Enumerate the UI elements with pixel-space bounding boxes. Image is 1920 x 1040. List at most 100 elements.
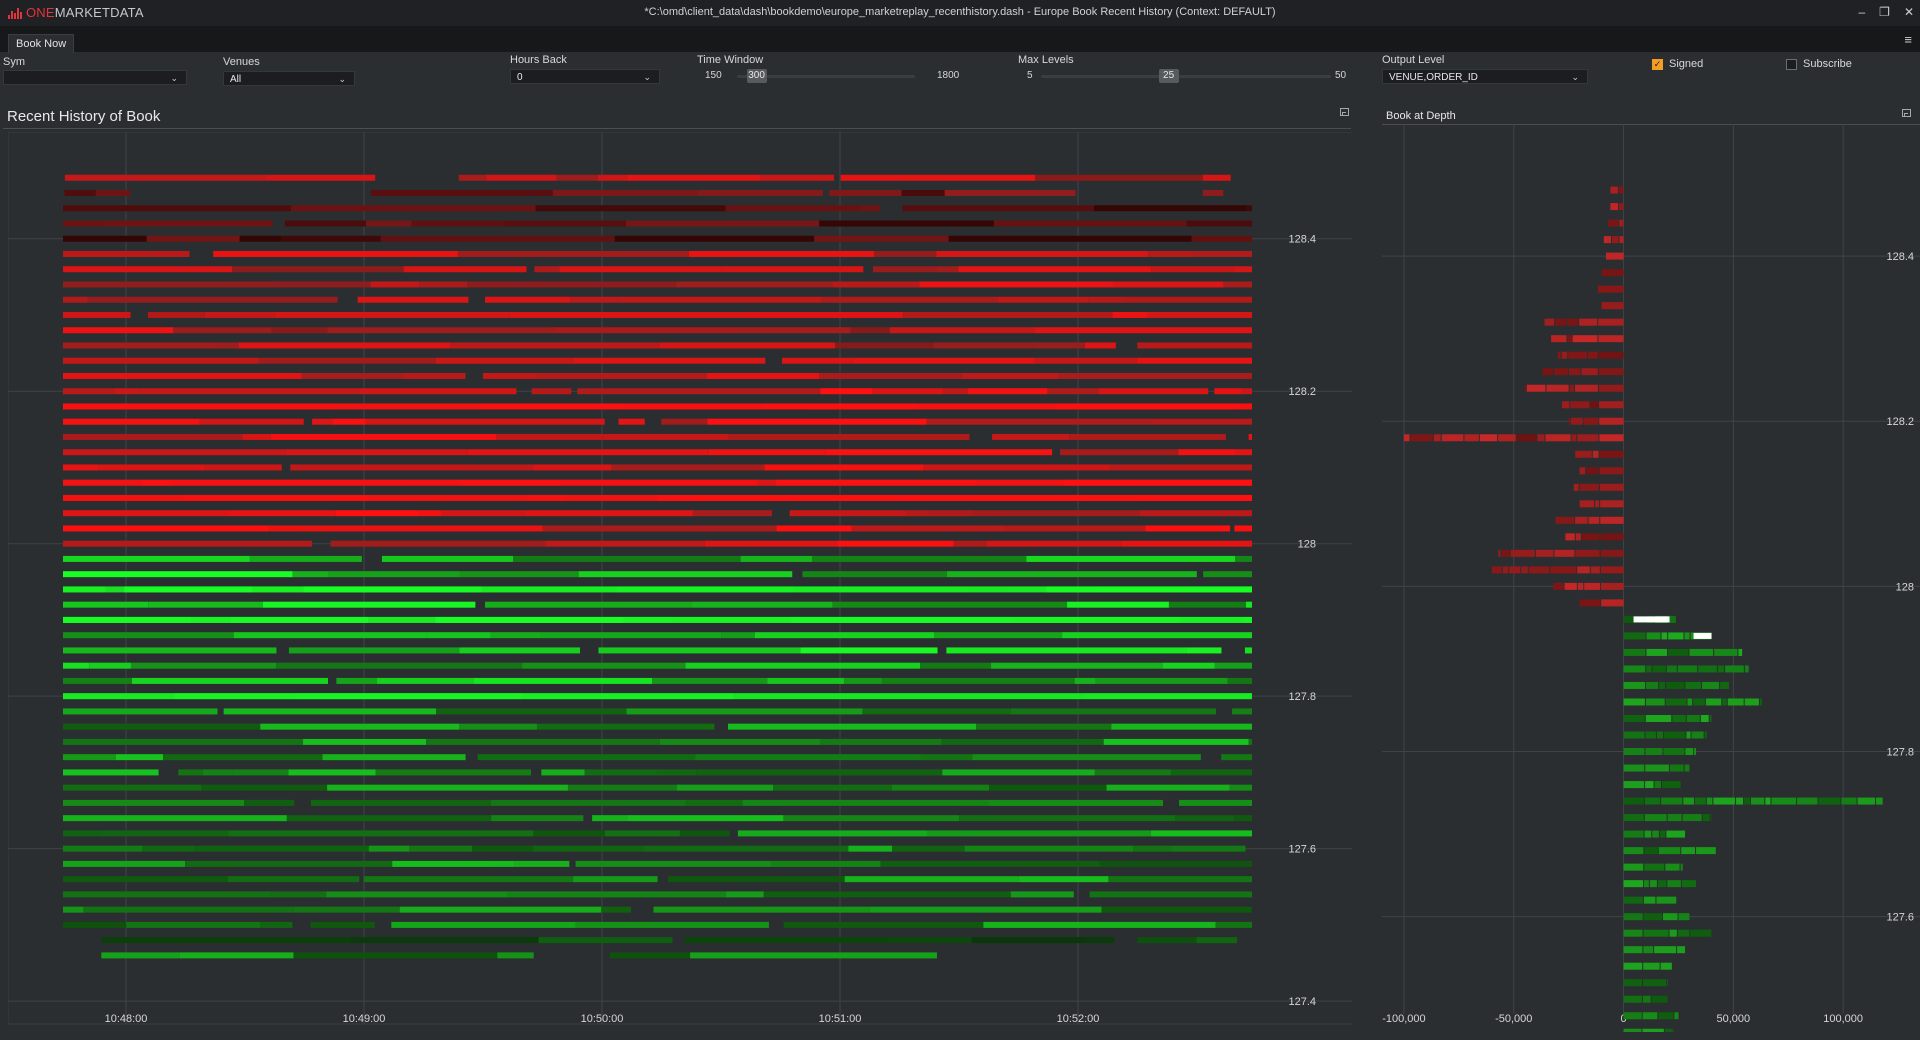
bid-segment	[497, 952, 534, 959]
bid-order-segment	[1644, 880, 1649, 888]
bid-order-segment	[1713, 797, 1735, 805]
title-bar: ONE MARKETDATA *C:\omd\client_data\dash\…	[0, 0, 1920, 27]
bid-order-segment	[1684, 764, 1690, 772]
time-window-thumb[interactable]: 300	[746, 69, 767, 83]
ask-level-row	[63, 464, 1252, 471]
ask-order-segment	[1502, 566, 1509, 574]
max-levels-thumb[interactable]: 25	[1158, 69, 1179, 83]
hamburger-menu-icon[interactable]: ≡	[1904, 32, 1912, 47]
venues-select[interactable]: All ⌄	[223, 71, 355, 86]
close-icon[interactable]: ✕	[1903, 5, 1914, 19]
bid-segment	[690, 952, 937, 959]
checkbox-checked-icon[interactable]: ✓	[1652, 58, 1663, 70]
ask-segment	[1093, 205, 1247, 212]
bid-segment	[892, 845, 965, 852]
minimize-icon[interactable]: –	[1858, 5, 1866, 19]
ask-depth-bar	[1573, 483, 1624, 491]
bid-segment	[1214, 662, 1252, 669]
ask-segment	[1124, 296, 1252, 303]
ask-depth-bar	[1608, 219, 1624, 227]
x-tick-label: 10:48:00	[105, 1013, 148, 1025]
bid-segment	[101, 937, 351, 944]
bid-segment	[63, 571, 293, 578]
y-tick-label: 127.8	[1886, 747, 1914, 759]
bid-order-segment	[1654, 946, 1677, 954]
ask-depth-bar	[1579, 467, 1624, 475]
bid-level-row	[63, 876, 1252, 883]
bid-level-row	[63, 571, 1252, 578]
ask-order-segment	[1569, 384, 1574, 392]
ask-segment	[63, 281, 275, 288]
ask-depth-bar	[1601, 302, 1624, 310]
chevron-down-icon: ⌄	[338, 74, 346, 84]
ask-order-segment	[1583, 417, 1599, 425]
bid-depth-bar	[1623, 962, 1672, 970]
bid-segment	[656, 769, 697, 776]
bid-segment	[375, 769, 532, 776]
bid-segment	[233, 632, 427, 639]
ask-order-segment	[1600, 533, 1624, 541]
ask-segment	[63, 205, 292, 212]
bid-segment	[783, 921, 984, 928]
bid-segment	[115, 754, 164, 761]
bid-order-segment	[1644, 814, 1667, 822]
bid-order-segment	[1700, 714, 1709, 722]
bid-segment	[1248, 738, 1252, 745]
ask-order-segment	[1498, 434, 1516, 442]
bid-segment	[1179, 799, 1252, 806]
max-levels-slider[interactable]: 5 25 50	[1027, 69, 1347, 83]
ask-order-segment	[1618, 186, 1624, 194]
bid-segment	[920, 662, 992, 669]
ask-segment	[559, 266, 722, 273]
panel-popout-icon[interactable]	[1340, 108, 1349, 116]
panel-popout-icon[interactable]	[1902, 109, 1911, 117]
bid-order-segment	[1623, 665, 1646, 673]
bid-order-segment	[1735, 797, 1744, 805]
bid-segment	[538, 937, 673, 944]
signed-checkbox[interactable]: ✓ Signed	[1652, 58, 1703, 70]
ask-segment	[301, 372, 403, 379]
ask-order-segment	[1595, 500, 1600, 508]
ask-segment	[370, 281, 420, 288]
bid-order-segment	[1649, 880, 1657, 888]
bid-segment	[926, 830, 1151, 837]
hours-back-select[interactable]: 0 ⌄	[510, 69, 660, 84]
time-window-slider[interactable]: 150 300 1800	[705, 69, 961, 83]
ask-level-row	[63, 433, 1252, 440]
ask-segment	[850, 327, 890, 334]
ask-order-segment	[1550, 566, 1577, 574]
ask-segment	[274, 281, 371, 288]
bid-level-row	[63, 769, 1252, 776]
maximize-icon[interactable]: ❐	[1879, 5, 1890, 19]
ask-level-row	[63, 388, 1252, 395]
right-panel-divider	[1382, 124, 1920, 125]
ask-segment	[1202, 189, 1224, 196]
bid-order-segment	[1644, 863, 1665, 871]
bid-segment	[800, 647, 938, 654]
ask-segment	[1193, 250, 1252, 257]
tab-book-now[interactable]: Book Now	[8, 34, 75, 53]
bid-segment	[63, 845, 143, 852]
ask-segment	[873, 250, 937, 257]
ask-segment	[1137, 342, 1252, 349]
ask-depth-bar	[1557, 351, 1624, 359]
bid-bright-level	[63, 586, 1252, 593]
ask-segment	[284, 220, 367, 227]
bid-segment	[1215, 921, 1252, 928]
bid-segment	[490, 799, 686, 806]
ask-segment	[614, 235, 815, 242]
ask-segment	[335, 510, 420, 517]
ask-segment	[1139, 510, 1252, 517]
sym-select[interactable]: ⌄	[3, 70, 187, 85]
bid-depth-bar	[1623, 913, 1690, 921]
ask-segment	[302, 525, 543, 532]
checkbox-unchecked-icon[interactable]	[1786, 58, 1797, 70]
subscribe-checkbox[interactable]: Subscribe	[1786, 58, 1852, 70]
output-level-select[interactable]: VENUE,ORDER_ID ⌄	[1382, 69, 1588, 84]
bid-segment	[1111, 723, 1252, 730]
bid-order-segment	[1666, 665, 1677, 673]
ask-order-segment	[1570, 417, 1583, 425]
ask-depth-bar	[1491, 566, 1624, 574]
bid-segment	[691, 601, 833, 608]
ask-segment	[147, 311, 205, 318]
